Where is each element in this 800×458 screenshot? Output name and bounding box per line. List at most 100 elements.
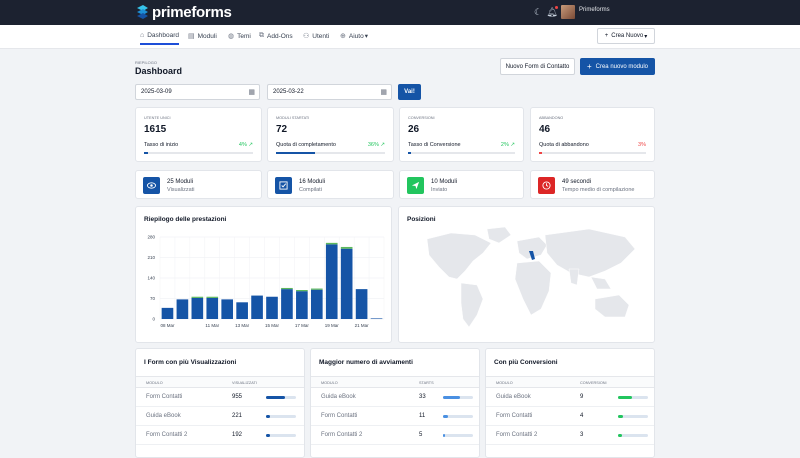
stat-percent-value: 4% (238, 142, 247, 148)
info-primary: 10 Moduli (431, 179, 458, 185)
nav-item-dashboard[interactable]: ⌂ Dashboard (140, 32, 180, 45)
chart-bar (340, 248, 353, 319)
form-name[interactable]: Form Contatti 2 (146, 432, 188, 438)
nav-item-aiuto[interactable]: ⊕ Aiuto ▾ (340, 32, 368, 41)
form-name[interactable]: Form Contatti (496, 413, 533, 419)
stat-sub-label: Quota di abbandono (539, 142, 589, 148)
stat-percent: 2% ↗ (501, 142, 515, 148)
form-name[interactable]: Guida eBook (146, 413, 181, 419)
stat-card-conversions: Conversioni 26 Tasso di Conversione 2% ↗ (399, 107, 524, 162)
logo-icon (137, 5, 148, 19)
nav-item-temi[interactable]: ◍ Temi (228, 32, 251, 41)
breadcrumb: Riepilogo (135, 60, 158, 65)
locations-map-card: Posizioni (398, 206, 655, 343)
chart-bar (206, 297, 219, 319)
most-conversions-card: Con più Conversioni Modulo Conversioni G… (485, 348, 655, 458)
x-tick-label: 11 Mar (205, 323, 219, 328)
map-asia (544, 228, 636, 278)
help-icon: ⊕ (340, 33, 346, 40)
stat-value: 72 (276, 124, 288, 135)
page-title: Dashboard (135, 66, 183, 76)
table-row[interactable]: Form Contatti 955 (136, 388, 304, 407)
table-row[interactable]: Form Contatti 2 192 (136, 426, 304, 445)
trend-up-icon: ↗ (380, 142, 385, 148)
info-secondary: Inviato (431, 187, 448, 193)
chart-bar (325, 244, 338, 319)
map-highlight-italy (529, 251, 535, 260)
performance-chart-card: Riepilogo delle prestazioni 0 70 140 210 280… (135, 206, 392, 343)
stat-progress-track (144, 152, 253, 154)
form-name[interactable]: Form Contatti 2 (496, 432, 538, 438)
nav-item-addons[interactable]: ⧉ Add-Ons (259, 32, 293, 40)
create-new-button[interactable]: + Crea Nuovo ▾ (597, 28, 655, 44)
table-row[interactable]: Guida eBook 33 (311, 388, 479, 407)
chart-bar-secondary (340, 246, 353, 249)
x-tick-label: 21 Mar (355, 323, 370, 328)
table-header: Modulo Visualizzati (136, 376, 304, 388)
form-name[interactable]: Form Contatti 2 (321, 432, 363, 438)
form-value: 3 (580, 432, 584, 438)
dark-mode-icon[interactable]: ☾ (533, 6, 543, 17)
stat-progress-fill (539, 152, 543, 154)
form-icon: ▤ (188, 33, 195, 40)
table-title: Con più Conversioni (494, 359, 558, 366)
x-tick-label: 13 Mar (235, 323, 250, 328)
form-name[interactable]: Form Contatti (321, 413, 358, 419)
table-row[interactable]: Guida eBook 221 (136, 407, 304, 426)
avatar[interactable] (561, 5, 575, 19)
stat-label: Abbandono (539, 116, 564, 120)
y-tick-label: 0 (152, 317, 155, 322)
form-value: 11 (419, 413, 426, 419)
stat-card-unique-users: Utente unici 1615 Tasso di inizio 4% ↗ (135, 107, 262, 162)
calendar-icon[interactable]: ▦ (248, 89, 255, 96)
performance-chart: 0 70 140 210 280 08 Mar 11 Mar 13 Mar 15 Mar 17 M… (147, 235, 385, 328)
table-header: Modulo Starts (311, 376, 479, 388)
users-icon: ⚇ (303, 33, 310, 40)
map-title: Posizioni (407, 216, 436, 223)
end-date-value: 2025-03-22 (273, 89, 304, 95)
row-progress-fill (618, 434, 623, 437)
create-new-label: Crea Nuovo (611, 33, 644, 39)
new-contact-form-button[interactable]: Nuovo Form di Contatto (500, 58, 575, 75)
chart-bar (310, 289, 323, 319)
start-date-input[interactable]: 2025-03-09 ▦ (135, 84, 260, 100)
form-value: 221 (232, 413, 243, 419)
chart-bar (355, 289, 368, 319)
info-secondary: Visualizzati (167, 187, 195, 193)
x-tick-label: 19 Mar (325, 323, 340, 328)
trend-up-icon: ↗ (510, 142, 515, 148)
nav-item-moduli[interactable]: ▤ Moduli (188, 32, 217, 41)
row-progress-track (618, 396, 648, 399)
app-logo[interactable]: primeforms (136, 4, 232, 21)
main-nav: ⌂ Dashboard ▤ Moduli ◍ Temi ⧉ Add-Ons ⚇ Utent… (0, 25, 800, 49)
end-date-input[interactable]: 2025-03-22 ▦ (267, 84, 392, 100)
table-row[interactable]: Form Contatti 2 3 (486, 426, 654, 445)
calendar-icon[interactable]: ▦ (380, 89, 387, 96)
form-name[interactable]: Guida eBook (321, 394, 356, 400)
table-row[interactable]: Form Contatti 11 (311, 407, 479, 426)
table-row[interactable]: Guida eBook 9 (486, 388, 654, 407)
row-progress-track (618, 434, 648, 437)
apply-filter-button[interactable]: Vai! (398, 84, 421, 100)
form-value: 192 (232, 432, 243, 438)
plus-icon: + (604, 33, 609, 39)
stat-percent: 3% (638, 142, 646, 148)
stat-progress-track (539, 152, 646, 154)
form-name[interactable]: Form Contatti (146, 394, 183, 400)
row-progress-track (443, 434, 473, 437)
form-name[interactable]: Guida eBook (496, 394, 531, 400)
world-map[interactable] (399, 207, 656, 344)
row-progress-fill (618, 415, 624, 418)
map-africa (514, 260, 552, 316)
column-header-views: Visualizzati (232, 381, 257, 385)
plus-icon: + (586, 62, 592, 71)
nav-label: Dashboard (147, 32, 180, 39)
create-new-form-button[interactable]: + Crea nuovo modulo (580, 58, 655, 75)
table-row[interactable]: Form Contatti 2 5 (311, 426, 479, 445)
stat-label: Conversioni (408, 116, 435, 120)
user-name[interactable]: Primeforms (579, 7, 610, 13)
notification-bell-icon[interactable]: 🔔︎ (546, 6, 558, 17)
chart-title: Riepilogo delle prestazioni (144, 216, 227, 223)
table-row[interactable]: Form Contatti 4 (486, 407, 654, 426)
nav-item-utenti[interactable]: ⚇ Utenti (303, 32, 329, 41)
